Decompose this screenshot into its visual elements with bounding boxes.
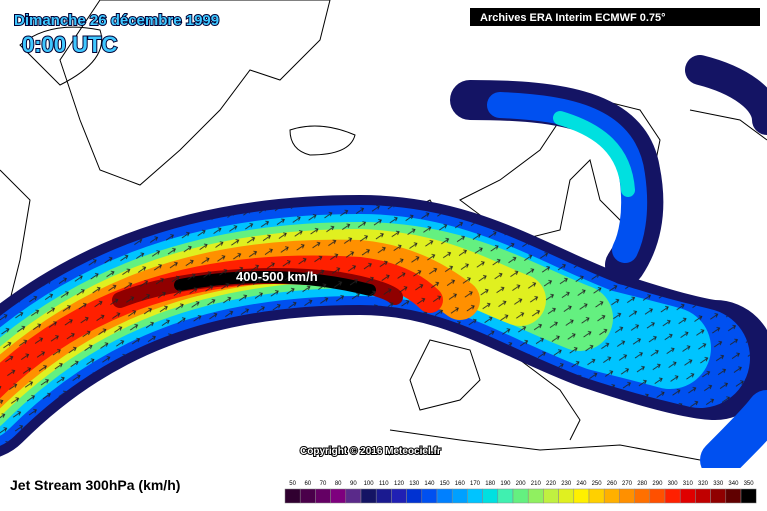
annotation: 400-500 km/h xyxy=(236,269,318,284)
legend-label: 180 xyxy=(485,481,496,487)
legend-swatch xyxy=(284,488,301,504)
source-box xyxy=(470,8,760,26)
legend-swatch xyxy=(558,488,575,504)
footer-title: Jet Stream 300hPa (km/h) xyxy=(10,477,180,493)
legend-label: 60 xyxy=(304,481,311,487)
legend-label: 130 xyxy=(409,481,420,487)
legend-label: 120 xyxy=(394,481,405,487)
legend-label: 280 xyxy=(637,481,648,487)
legend-swatch xyxy=(740,488,757,504)
legend-swatch xyxy=(482,488,499,504)
legend-swatch xyxy=(421,488,438,504)
legend-swatch xyxy=(695,488,711,504)
date: Dimanche 26 décembre 1999 xyxy=(14,12,219,29)
copyright: Copyright © 2016 Meteociel.fr xyxy=(300,446,441,457)
legend-label: 70 xyxy=(320,481,327,487)
legend: 50 60 70 80 90 100 110 120 130 140 150 160 170 180 190… xyxy=(284,481,757,504)
legend-swatch xyxy=(710,488,727,504)
legend-label: 330 xyxy=(713,481,724,487)
legend-swatch xyxy=(603,488,620,504)
legend-swatch xyxy=(634,488,651,504)
legend-swatch xyxy=(649,488,666,504)
legend-label: 150 xyxy=(440,481,451,487)
legend-label: 50 xyxy=(289,481,296,487)
legend-swatch xyxy=(315,488,331,504)
legend-label: 310 xyxy=(683,481,694,487)
legend-label: 220 xyxy=(546,481,557,487)
legend-label: 350 xyxy=(744,481,755,487)
legend-swatch xyxy=(436,488,453,504)
jet-stream xyxy=(0,55,767,480)
legend-label: 250 xyxy=(592,481,603,487)
legend-swatch xyxy=(512,488,529,504)
legend-label: 340 xyxy=(728,481,739,487)
legend-label: 230 xyxy=(561,481,572,487)
legend-label: 100 xyxy=(364,481,375,487)
legend-label: 90 xyxy=(350,481,357,487)
legend-label: 240 xyxy=(576,481,587,487)
legend-label: 270 xyxy=(622,481,633,487)
legend-swatch xyxy=(406,488,423,504)
legend-swatch xyxy=(664,488,681,504)
legend-label: 80 xyxy=(335,481,342,487)
legend-swatch xyxy=(451,488,468,504)
legend-swatch xyxy=(497,488,514,504)
legend-swatch xyxy=(391,488,407,504)
legend-swatch xyxy=(360,488,377,504)
legend-label: 170 xyxy=(470,481,481,487)
legend-swatch xyxy=(725,488,742,504)
legend-label: 260 xyxy=(607,481,618,487)
legend-swatch xyxy=(619,488,635,504)
legend-label: 190 xyxy=(500,481,511,487)
legend-swatch xyxy=(467,488,483,504)
legend-swatch xyxy=(345,488,362,504)
legend-swatch xyxy=(543,488,559,504)
source: Archives ERA Interim ECMWF 0.75° xyxy=(480,12,666,24)
legend-label: 140 xyxy=(424,481,435,487)
legend-swatch xyxy=(573,488,590,504)
legend-label: 160 xyxy=(455,481,466,487)
legend-swatch xyxy=(679,488,696,504)
legend-label: 300 xyxy=(668,481,679,487)
legend-label: 200 xyxy=(516,481,527,487)
legend-swatch xyxy=(330,488,347,504)
legend-swatch xyxy=(375,488,392,504)
legend-label: 290 xyxy=(652,481,663,487)
legend-swatch xyxy=(588,488,605,504)
legend-label: 320 xyxy=(698,481,709,487)
legend-swatch xyxy=(299,488,316,504)
legend-swatch xyxy=(527,488,544,504)
legend-label: 110 xyxy=(379,481,389,487)
time: 0:00 UTC xyxy=(22,32,117,57)
legend-label: 210 xyxy=(531,481,542,487)
